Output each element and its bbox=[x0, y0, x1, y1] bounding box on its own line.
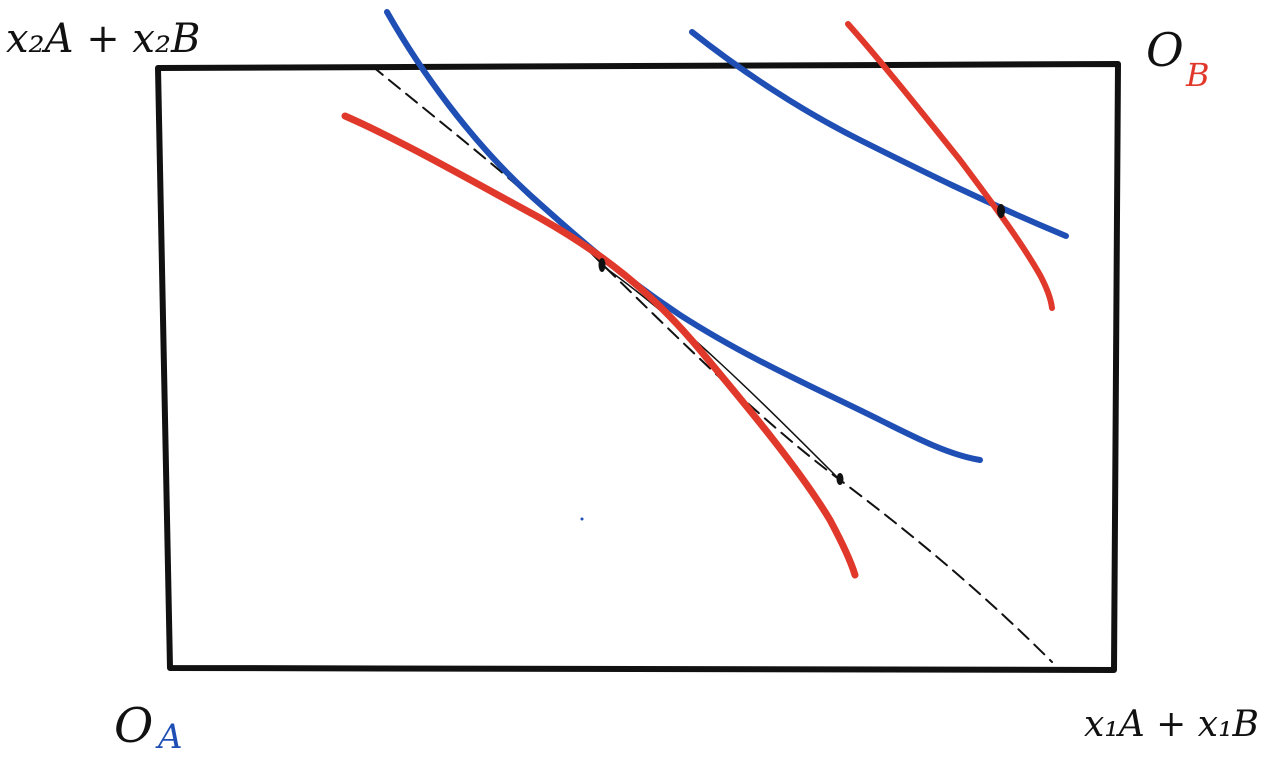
point-on-contract-curve bbox=[836, 473, 844, 485]
intersection-point-upper-right bbox=[997, 204, 1005, 218]
stray-dot bbox=[580, 517, 584, 521]
agent-b-indifference-curve-low bbox=[341, 112, 859, 579]
edgeworth-box-frame bbox=[155, 61, 1121, 673]
agent-a-indifference-curve-low bbox=[384, 9, 983, 463]
bottom-right-axis-label: x₁A + x₁B bbox=[1084, 704, 1259, 745]
top-left-axis-label: x₂A + x₂B bbox=[6, 16, 200, 62]
agent-b-indifference-curve-high bbox=[845, 21, 1055, 311]
origin-b-letter: O bbox=[1146, 23, 1184, 77]
origin-a-subscript: A bbox=[155, 717, 183, 757]
tangency-point-center bbox=[598, 258, 606, 272]
origin-b-subscript: B bbox=[1185, 56, 1210, 94]
contract-curve-dashed bbox=[371, 65, 1053, 663]
contract-curve-solid bbox=[599, 263, 839, 479]
origin-a-letter: O bbox=[114, 698, 153, 754]
